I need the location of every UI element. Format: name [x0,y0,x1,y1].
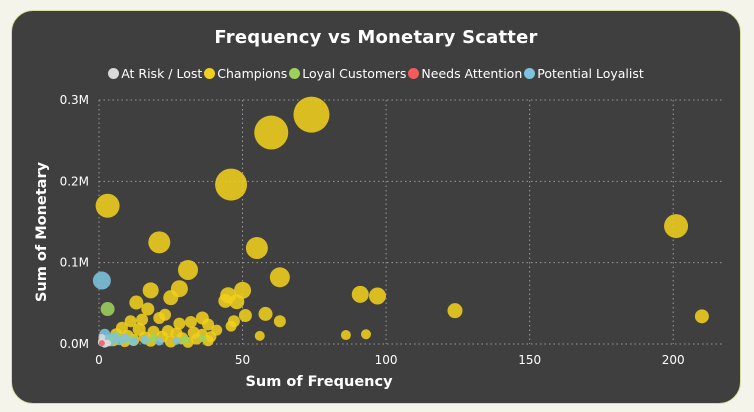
legend-item[interactable]: Champions [204,66,287,81]
scatter-point[interactable] [215,168,248,201]
scatter-point[interactable] [273,315,286,328]
scatter-point[interactable] [163,290,179,306]
legend-dot-icon [289,68,301,79]
scatter-point[interactable] [180,335,190,345]
scatter-point[interactable] [95,193,120,218]
data-points [92,96,709,348]
scatter-point[interactable] [340,330,351,341]
legend-dot-icon [204,68,216,79]
legend-label: Needs Attention [421,66,523,81]
y-axis-ticks: 0.0M 0.1M 0.2M 0.3M [60,93,89,351]
scatter-point[interactable] [153,311,166,324]
legend-label: Champions [217,66,288,81]
scatter-point[interactable] [198,334,207,343]
legend-item[interactable]: Needs Attention [408,66,522,81]
scatter-point[interactable] [361,329,371,340]
scatter-point[interactable] [694,309,709,324]
legend-item[interactable]: Loyal Customers [289,66,406,81]
scatter-point[interactable] [173,317,186,330]
x-tick-label: 50 [235,353,250,367]
scatter-point[interactable] [129,295,144,310]
scatter-point[interactable] [184,316,197,329]
scatter-point[interactable] [238,309,252,323]
scatter-point[interactable] [136,313,149,326]
scatter-point[interactable] [178,259,198,280]
scatter-point[interactable] [254,115,289,150]
legend-label: Potential Loyalist [537,66,644,81]
legend-dot-icon [524,68,536,79]
scatter-point[interactable] [202,318,215,331]
scatter-point[interactable] [447,303,463,319]
y-tick-label: 0.3M [60,93,89,107]
x-tick-label: 100 [375,353,398,367]
x-axis-label: Sum of Frequency [245,374,393,390]
scatter-point[interactable] [218,293,233,308]
scatter-point[interactable] [148,231,171,254]
scatter-point[interactable] [254,330,265,341]
y-tick-label: 0.2M [60,174,89,188]
scatter-point[interactable] [140,335,150,345]
scatter-point[interactable] [155,337,164,346]
scatter-point[interactable] [128,337,138,347]
scatter-point[interactable] [368,287,386,305]
legend-dot-icon [108,68,120,79]
legend-item[interactable]: At Risk / Lost [108,66,202,81]
scatter-point[interactable] [98,333,106,341]
scatter-point[interactable] [205,331,217,343]
scatter-point[interactable] [98,340,105,347]
scatter-point[interactable] [258,306,273,321]
scatter-point[interactable] [351,285,369,303]
scatter-point[interactable] [124,315,137,328]
scatter-point[interactable] [141,302,155,316]
y-tick-label: 0.0M [60,337,89,351]
y-tick-label: 0.1M [60,256,89,270]
legend-label: Loyal Customers [302,66,407,81]
scatter-point[interactable] [293,96,330,133]
x-axis-ticks: 0 50 100 150 200 [95,353,684,367]
chart-title: Frequency vs Monetary Scatter [214,27,538,48]
scatter-point[interactable] [104,339,112,347]
legend-item[interactable]: Potential Loyalist [524,66,644,81]
scatter-point[interactable] [245,237,268,260]
y-axis-label: Sum of Monetary [34,161,50,302]
scatter-point[interactable] [142,282,159,299]
scatter-point[interactable] [269,267,290,288]
scatter-point[interactable] [100,302,115,317]
scatter-point[interactable] [172,336,181,345]
chart-legend: At Risk / Lost Champions Loyal Customers Ne… [12,66,740,81]
legend-label: At Risk / Lost [121,66,203,81]
scatter-point[interactable] [120,333,130,343]
scatter-plot: 0 50 100 150 200 0.0M 0.1M 0.2M 0.3M Sum of Fre… [34,93,722,390]
x-tick-label: 0 [95,353,103,367]
scatter-point[interactable] [225,320,237,332]
scatter-point[interactable] [664,214,689,239]
scatter-point[interactable] [92,271,111,290]
x-tick-label: 150 [518,353,541,367]
grid-lines [98,99,722,345]
x-tick-label: 200 [662,353,685,367]
legend-dot-icon [408,68,420,79]
scatter-point[interactable] [229,294,245,310]
chart-card: Frequency vs Monetary Scatter At Risk / … [11,10,741,404]
